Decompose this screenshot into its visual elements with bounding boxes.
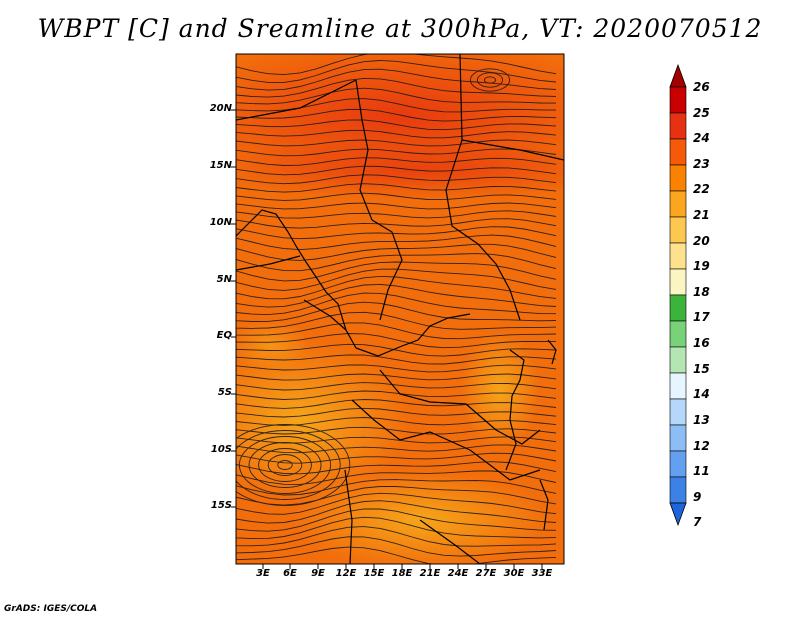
chart-title: WBPT [C] and Sreamline at 300hPa, VT: 20… [37, 14, 763, 43]
colorbar-segment [669, 190, 687, 218]
colorbar-segment [669, 164, 687, 192]
lat-label: 20N [209, 103, 232, 114]
lat-label: 15S [210, 500, 232, 511]
colorbar-segment [669, 476, 687, 504]
colorbar-segment [669, 112, 687, 140]
colorbar-label: 12 [693, 438, 710, 453]
colorbar-label: 9 [693, 489, 702, 504]
colorbar-top-arrow [669, 63, 687, 88]
colorbar-label: 14 [693, 387, 710, 402]
lon-label: 30E [503, 568, 525, 579]
lon-label: 21E [419, 568, 441, 579]
grads-credit: GrADS: IGES/COLA [4, 604, 98, 614]
temperature-field [236, 54, 564, 564]
colorbar-label: 21 [693, 208, 710, 223]
lon-label: 33E [531, 568, 553, 579]
colorbar-label: 19 [693, 259, 710, 274]
colorbar-label: 17 [693, 310, 710, 325]
lat-label: 10S [210, 444, 232, 455]
lat-label: 5S [217, 387, 232, 398]
colorbar-segment [669, 294, 687, 322]
lon-label: 27E [475, 568, 497, 579]
colorbar-segment [669, 320, 687, 348]
lon-label: 3E [256, 568, 270, 579]
colorbar-segment [669, 424, 687, 452]
colorbar-segment [669, 138, 687, 166]
colorbar-segment [669, 216, 687, 244]
colorbar-label: 25 [693, 105, 710, 120]
lon-label: 24E [447, 568, 469, 579]
colorbar-label: 23 [693, 156, 710, 171]
colorbar-label: 7 [693, 515, 702, 530]
colorbar-segment [669, 372, 687, 400]
colorbar-label: 22 [693, 182, 710, 197]
lon-label: 18E [391, 568, 413, 579]
colorbar-segment [669, 450, 687, 478]
lon-label: 12E [335, 568, 357, 579]
colorbar-segment [669, 242, 687, 270]
colorbar-label: 26 [693, 80, 710, 94]
lat-label: EQ [216, 330, 232, 341]
colorbar-label: 16 [693, 336, 710, 351]
colorbar-label: 24 [693, 131, 710, 146]
colorbar-label: 18 [693, 284, 710, 299]
colorbar-bottom-arrow [669, 502, 687, 527]
lat-label: 10N [209, 217, 232, 228]
colorbar-segment [669, 398, 687, 426]
lat-label: 15N [209, 160, 232, 171]
lon-label: 6E [283, 568, 297, 579]
lat-label: 5N [216, 274, 232, 285]
colorbar-label: 15 [693, 361, 710, 376]
colorbar-segment [669, 268, 687, 296]
lon-label: 9E [311, 568, 325, 579]
colorbar-label: 13 [693, 412, 710, 427]
streamlines [236, 54, 557, 564]
colorbar-label: 20 [693, 233, 710, 248]
country-borders [236, 54, 564, 564]
map-frame [235, 53, 565, 565]
colorbar-label: 11 [693, 464, 710, 479]
colorbar-segment [669, 346, 687, 374]
lon-label: 15E [363, 568, 385, 579]
colorbar-segment [669, 86, 687, 114]
